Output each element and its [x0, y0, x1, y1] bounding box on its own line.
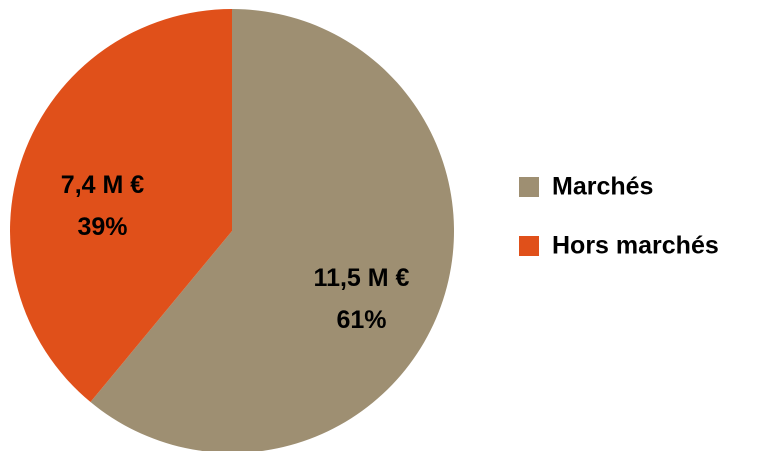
- pie-slice: [90, 9, 454, 451]
- pie-slice: [9, 9, 233, 403]
- legend-swatch: [519, 177, 539, 197]
- legend-swatch: [519, 236, 539, 256]
- legend-label: Hors marchés: [552, 232, 719, 260]
- amount-label: 7,4 M €: [61, 171, 144, 199]
- amount-label: 11,5 M €: [314, 264, 410, 292]
- value-label: 61%: [336, 306, 386, 334]
- legend-label: Marchés: [552, 173, 653, 201]
- value-label: 39%: [77, 213, 127, 241]
